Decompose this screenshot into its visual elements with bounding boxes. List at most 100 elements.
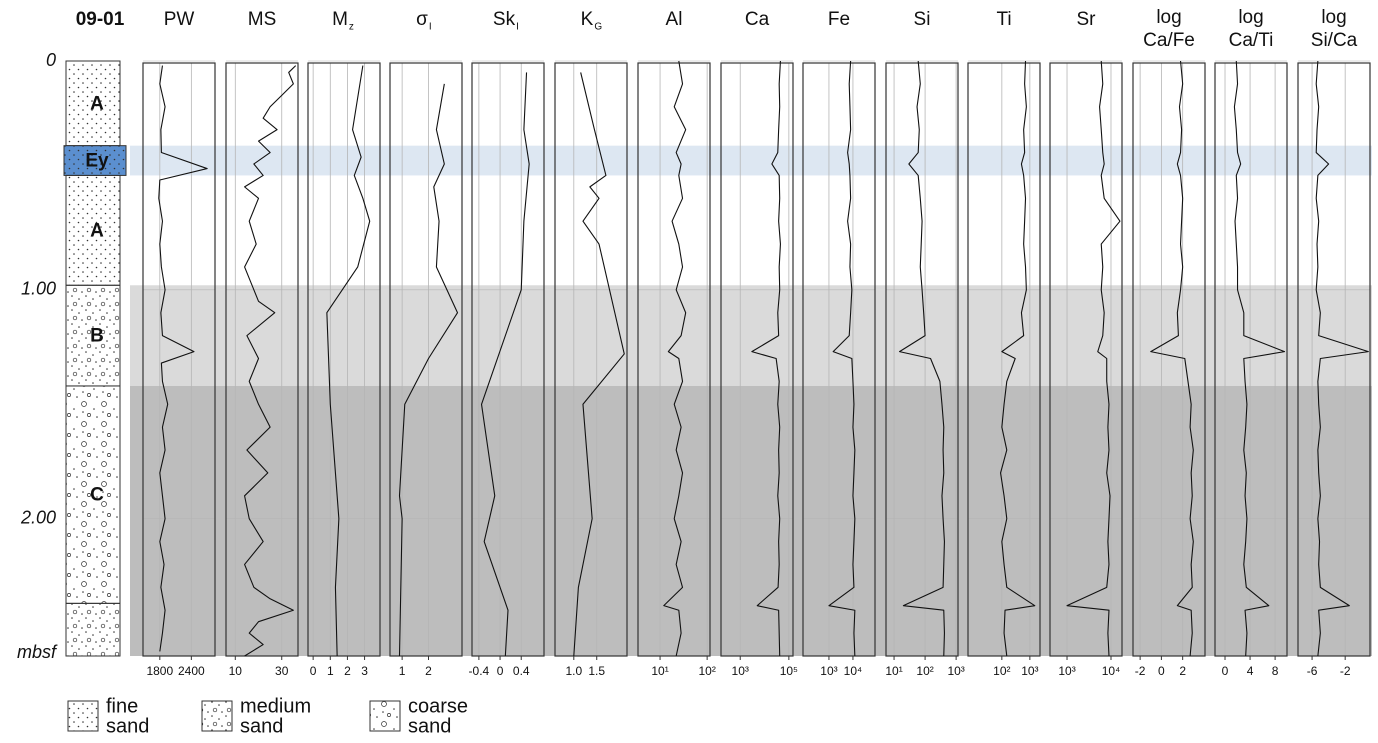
- panel-title: Ti: [996, 9, 1011, 30]
- legend-swatch: [67, 700, 99, 732]
- data-line: [158, 65, 208, 652]
- x-tick-label: -6: [1307, 664, 1318, 678]
- legend-label: sand: [240, 715, 283, 737]
- x-tick-label: 10⁴: [844, 664, 863, 678]
- data-line: [663, 60, 687, 657]
- data-line: [1233, 60, 1286, 657]
- data-line: [828, 60, 856, 657]
- legend-swatch: [369, 700, 401, 732]
- x-tick-label: 2: [344, 664, 351, 678]
- panel-title-subscript: z: [349, 22, 354, 33]
- x-tick-label: -2: [1340, 664, 1351, 678]
- depth-tick-label: 0: [46, 50, 56, 70]
- x-tick-label: 2: [425, 664, 432, 678]
- lithology-layer: [63, 145, 127, 176]
- panel-frame: [1214, 62, 1288, 657]
- lithology-layer: [65, 60, 121, 147]
- panel-title: PW: [164, 9, 195, 30]
- x-tick-label: 10³: [1021, 664, 1038, 678]
- panel-title: K: [581, 9, 594, 30]
- x-tick-label: 10²: [993, 664, 1010, 678]
- panel-title-subscript: G: [594, 22, 602, 33]
- panel-title-subscript: I: [516, 22, 519, 33]
- panel-title: Ca/Ti: [1229, 30, 1274, 51]
- panel-title: σ: [416, 9, 428, 30]
- lithology-label: Ey: [85, 151, 109, 172]
- panel-frame: [720, 62, 794, 657]
- panel-frame: [471, 62, 545, 657]
- x-tick-label: 10¹: [885, 664, 902, 678]
- x-tick-label: 10¹: [651, 664, 668, 678]
- panel: 1800 2400 PW: [142, 9, 216, 678]
- panel-frame: [967, 62, 1041, 657]
- panel-title: Si: [914, 9, 931, 30]
- lithology-label: A: [90, 93, 104, 114]
- panel-title: Fe: [828, 9, 850, 30]
- data-line: [1150, 60, 1194, 657]
- x-tick-label: 0: [310, 664, 317, 678]
- panel: 0 1 2 3 M z: [307, 9, 381, 678]
- panel: 10³ 10⁴ Fe: [802, 9, 876, 678]
- x-tick-label: 10⁴: [1102, 664, 1121, 678]
- x-tick-label: 0: [497, 664, 504, 678]
- depth-zone: [130, 145, 1372, 176]
- panel-frame: [802, 62, 876, 657]
- panel: 10¹ 10² Al: [637, 9, 716, 678]
- data-line: [480, 72, 530, 657]
- legend-swatch: [201, 700, 233, 732]
- panel-frame: [1049, 62, 1123, 657]
- data-line: [573, 72, 625, 657]
- x-tick-label: 2400: [178, 664, 205, 678]
- legend-label: coarse: [408, 695, 468, 717]
- data-line: [244, 65, 297, 657]
- panel-frame: [225, 62, 299, 657]
- x-tick-label: 10³: [820, 664, 837, 678]
- depth-zone: [130, 285, 1372, 386]
- panel-frame: [389, 62, 463, 657]
- panel-title: Al: [666, 9, 683, 30]
- x-tick-label: 1.0: [565, 664, 582, 678]
- panel-title: Si/Ca: [1311, 30, 1358, 51]
- panel: 1 2 σ I: [389, 9, 463, 678]
- panel-frame: [1297, 62, 1371, 657]
- panel-title: 09-01: [76, 9, 125, 30]
- x-tick-label: 1: [399, 664, 406, 678]
- lithology-layer: [65, 284, 121, 387]
- legend-label: fine: [106, 695, 138, 717]
- panel-frame: [637, 62, 711, 657]
- panel-title: MS: [248, 9, 277, 30]
- panel: 10³ 10⁴ Sr: [1049, 9, 1123, 678]
- lithology-label: C: [90, 485, 104, 506]
- data-line: [751, 60, 781, 657]
- data-line: [1000, 60, 1036, 657]
- panel-title: M: [332, 9, 348, 30]
- x-tick-label: 10³: [1058, 664, 1075, 678]
- x-tick-label: 10⁵: [780, 664, 798, 678]
- x-tick-label: 2: [1179, 664, 1186, 678]
- panel-title: log: [1238, 7, 1263, 28]
- data-line: [326, 65, 371, 657]
- x-tick-label: 8: [1272, 664, 1279, 678]
- lithology-layer: [65, 174, 121, 286]
- x-tick-label: 10³: [732, 664, 749, 678]
- x-tick-label: 1: [327, 664, 334, 678]
- x-tick-label: 4: [1247, 664, 1254, 678]
- panel-frame: [307, 62, 381, 657]
- x-tick-label: 10²: [916, 664, 933, 678]
- x-tick-label: 10³: [947, 664, 964, 678]
- x-tick-label: 3: [361, 664, 368, 678]
- depth-axis-label: mbsf: [17, 642, 58, 662]
- x-tick-label: 10²: [698, 664, 715, 678]
- panel-title: Sr: [1077, 9, 1097, 30]
- x-tick-label: 1.5: [588, 664, 605, 678]
- panel: 10 30 MS: [225, 9, 299, 678]
- depth-tick-label: 1.00: [21, 279, 56, 299]
- panel: 10¹ 10² 10³ Si: [885, 9, 964, 678]
- panel: 1.0 1.5 K G: [554, 9, 628, 678]
- legend-label: sand: [106, 715, 149, 737]
- panel-title: Sk: [493, 9, 516, 30]
